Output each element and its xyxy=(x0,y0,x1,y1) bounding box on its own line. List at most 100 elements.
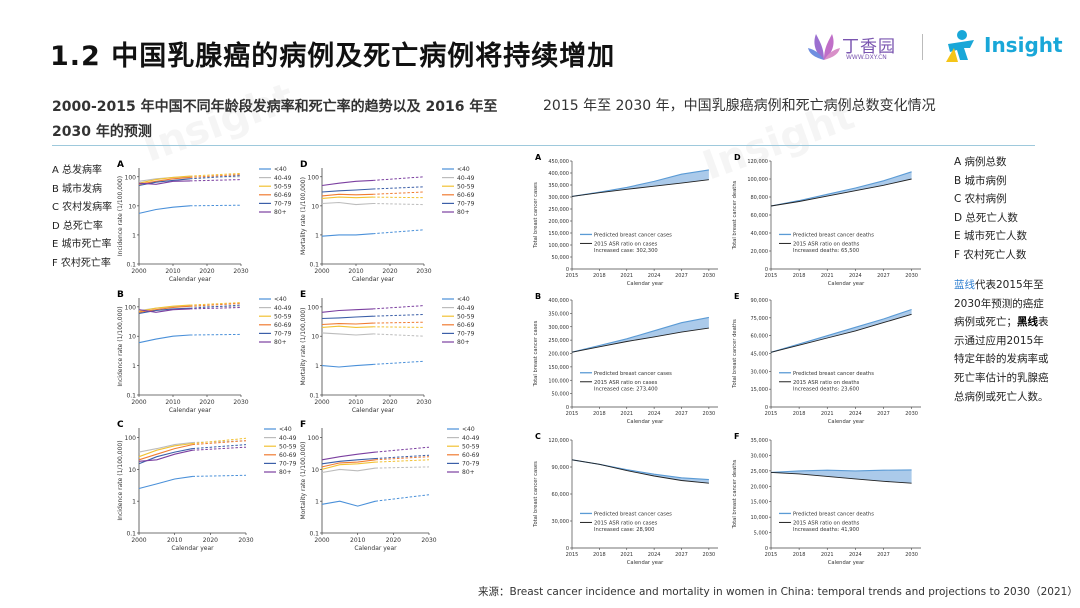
left-chart-e-series-projected xyxy=(372,314,425,317)
right-chart-f-y-tick-label: 35,000 xyxy=(751,438,769,444)
left-chart-e-series-observed xyxy=(321,308,374,313)
left-chart-a-series-projected xyxy=(189,179,242,182)
left-chart-d-series-projected xyxy=(372,191,425,195)
left-chart-a-y-tick-label: 0.1 xyxy=(126,262,136,269)
left-chart-a-legend-label: 40-49 xyxy=(274,175,292,182)
right-chart-b-predicted-line xyxy=(571,316,710,353)
divider xyxy=(52,145,1035,146)
right-chart-c-legend-asr-label: 2015 ASR ratio on cases xyxy=(594,520,658,526)
left-chart-c-panel-letter: C xyxy=(117,420,124,430)
left-chart-c-x-tick-label: 2030 xyxy=(238,537,253,544)
right-key-d: D 总死亡人数 xyxy=(954,211,1018,224)
right-chart-e-band-area xyxy=(771,309,912,353)
left-chart-d-series-observed xyxy=(321,201,374,206)
note-text-1: 代表2015年至2030年预测的癌症病例或死亡； xyxy=(954,279,1044,329)
left-chart-c-series-observed xyxy=(138,449,193,462)
right-chart-c-band-area xyxy=(572,459,709,484)
right-chart-e-x-tick-label: 2021 xyxy=(821,411,834,417)
left-chart-c-legend-label: 50-59 xyxy=(279,443,297,450)
explanation-note: 蓝线代表2015年至2030年预测的癌症病例或死亡；黑线表示通过应用2015年特… xyxy=(954,276,1050,406)
right-chart-f-y-tick-label: 0 xyxy=(765,546,768,552)
left-chart-b-series-projected xyxy=(189,307,242,310)
right-chart-c-predicted-line xyxy=(571,459,709,481)
left-chart-a-series-projected xyxy=(189,175,242,180)
right-chart-f-x-tick-label: 2027 xyxy=(877,552,890,558)
left-chart-e-series-projected xyxy=(372,305,425,310)
right-chart-a-annotation: Increased case: 302,300 xyxy=(594,248,658,254)
left-chart-f-series-observed xyxy=(321,461,376,470)
left-chart-f-series-projected xyxy=(375,446,430,453)
left-chart-a-series-observed xyxy=(138,176,191,185)
right-chart-d-y-label: Total breast cancer deaths xyxy=(732,180,738,250)
left-chart-c-series-observed xyxy=(138,448,193,465)
left-chart-f-x-label: Calendar year xyxy=(354,545,397,552)
left-chart-e-panel-letter: E xyxy=(300,290,306,300)
left-chart-c-legend-label: 80+ xyxy=(279,469,292,476)
left-chart-f-panel-letter: F xyxy=(300,420,306,430)
left-chart-c-legend-label: 70-79 xyxy=(279,461,297,468)
left-chart-a-y-tick-label: 10 xyxy=(128,203,136,210)
left-chart-f-x-tick-label: 2010 xyxy=(350,537,365,544)
left-chart-d-series-observed xyxy=(321,188,374,193)
left-chart-d-series-projected xyxy=(372,176,425,181)
left-chart-d-legend-label: <40 xyxy=(457,166,470,173)
right-chart-d-y-tick-label: 60,000 xyxy=(751,213,769,219)
right-chart-a-x-tick-label: 2030 xyxy=(703,273,716,279)
right-chart-e-x-tick-label: 2018 xyxy=(793,411,806,417)
right-chart-c-x-tick-label: 2027 xyxy=(675,552,688,558)
left-chart-c-x-tick-label: 2020 xyxy=(203,537,218,544)
insight-figure-icon xyxy=(946,30,974,62)
right-chart-e-legend-asr-label: 2015 ASR ratio on deaths xyxy=(793,380,860,386)
right-chart-c-asr-line xyxy=(571,459,709,484)
left-chart-f-legend-label: 80+ xyxy=(462,469,475,476)
right-chart-a-y-tick-label: 50,000 xyxy=(552,255,570,261)
left-chart-d-y-tick-label: 0.1 xyxy=(309,262,319,269)
right-chart-b-x-tick-label: 2027 xyxy=(675,411,688,417)
left-chart-d-x-tick-label: 2000 xyxy=(314,268,329,275)
left-chart-c-series-projected xyxy=(192,437,247,444)
right-key-f: F 农村死亡人数 xyxy=(954,248,1027,261)
insight-logo: Insight xyxy=(944,28,1064,64)
right-panel-key: A 病例总数 B 城市病例 C 农村病例 D 总死亡人数 E 城市死亡人数 F … xyxy=(954,153,1027,264)
right-chart-f-x-tick-label: 2015 xyxy=(765,552,778,558)
left-chart-f-legend-label: 50-59 xyxy=(462,443,480,450)
left-chart-d-x-tick-label: 2030 xyxy=(416,268,431,275)
left-chart-e-legend-label: 40-49 xyxy=(457,305,475,312)
right-chart-e-y-tick-label: 45,000 xyxy=(751,352,769,358)
right-chart-a-x-tick-label: 2015 xyxy=(566,273,579,279)
left-chart-c-y-tick-label: 1 xyxy=(132,499,136,506)
left-chart-e-x-tick-label: 2010 xyxy=(348,399,363,406)
left-chart-f-series-projected xyxy=(375,454,430,459)
left-key-f: F 农村死亡率 xyxy=(52,257,111,269)
right-chart-d-annotation: Increased deaths: 65,500 xyxy=(793,248,859,254)
left-chart-a-legend-label: <40 xyxy=(274,166,287,173)
left-chart-a-legend-label: 50-59 xyxy=(274,183,292,190)
insight-logo-name: Insight xyxy=(984,33,1063,57)
left-chart-d-y-tick-label: 10 xyxy=(311,203,319,210)
right-chart-d-x-label: Calendar year xyxy=(828,281,865,287)
right-chart-e-predicted-line xyxy=(770,308,912,353)
right-chart-b-y-tick-label: 100,000 xyxy=(548,378,569,384)
left-chart-c-x-tick-label: 2010 xyxy=(167,537,182,544)
left-chart-f-series-observed xyxy=(321,457,376,465)
right-chart-a-legend-asr-label: 2015 ASR ratio on cases xyxy=(594,241,658,247)
right-key-e: E 城市死亡人数 xyxy=(954,230,1027,242)
left-key-b: B 城市发病 xyxy=(52,183,103,195)
left-chart-f-x-tick-label: 2030 xyxy=(421,537,436,544)
left-chart-a-legend-label: 80+ xyxy=(274,209,287,216)
right-chart-d-y-tick-label: 40,000 xyxy=(751,231,769,237)
right-key-c: C 农村病例 xyxy=(954,193,1007,205)
left-chart-e-series-observed xyxy=(321,315,374,320)
right-chart-a-y-tick-label: 250,000 xyxy=(548,207,569,213)
flower-icon xyxy=(808,34,840,60)
left-chart-d-panel-letter: D xyxy=(300,160,307,170)
right-chart-e-y-tick-label: 30,000 xyxy=(751,369,769,375)
left-chart-b-legend-label: 60-69 xyxy=(274,322,292,329)
left-chart-e-series-observed xyxy=(321,363,374,368)
right-chart-f-band-area xyxy=(771,469,912,484)
left-chart-e-x-tick-label: 2000 xyxy=(314,399,329,406)
right-chart-f-annotation: Increased deaths: 41,900 xyxy=(793,527,859,533)
left-chart-f-y-tick-label: 10 xyxy=(311,467,319,474)
right-chart-c-y-tick-label: 0 xyxy=(566,546,569,552)
right-chart-f-x-tick-label: 2024 xyxy=(849,552,862,558)
